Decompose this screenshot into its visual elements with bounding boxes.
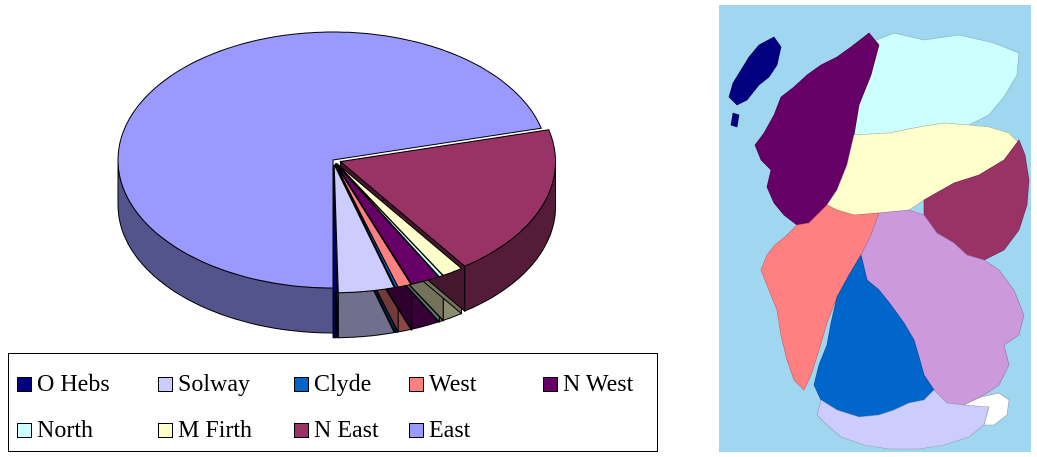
- map-region-border-area: [962, 392, 1010, 426]
- region-map-drawing: [719, 5, 1031, 452]
- pie-slice-m-firth: [336, 163, 463, 276]
- legend-label-n-east: N East: [314, 417, 379, 443]
- legend-label-west: West: [429, 371, 477, 397]
- legend-swatch-north: [17, 422, 32, 438]
- pie-slice-solway: [333, 164, 395, 294]
- legend-swatch-m-firth: [158, 422, 173, 438]
- legend-swatch-n-west: [543, 376, 558, 392]
- legend-item-m-firth: M Firth: [158, 418, 252, 442]
- legend-label-north: North: [37, 417, 93, 443]
- legend-swatch-east: [409, 422, 424, 438]
- legend-label-o-hebs: O Hebs: [37, 371, 110, 397]
- legend-swatch-clyde: [294, 376, 309, 392]
- legend-item-n-west: N West: [543, 372, 633, 396]
- legend-label-east: East: [429, 417, 471, 443]
- legend-label-clyde: Clyde: [314, 371, 372, 397]
- legend-item-clyde: Clyde: [294, 372, 371, 396]
- map-region-o-hebs-islet: [730, 112, 740, 128]
- pie-slice-west: [335, 164, 412, 288]
- pie-slice-o-hebs: [332, 164, 338, 294]
- legend-item-o-hebs: O Hebs: [17, 372, 110, 396]
- pie-slice-n-west: [335, 163, 440, 285]
- legend-item-west: West: [409, 372, 476, 396]
- map-region-o-hebs: [728, 36, 782, 106]
- pie-chart: [117, 31, 556, 339]
- legend-item-east: East: [409, 418, 470, 442]
- pie-slice-n-east: [339, 129, 556, 267]
- scotland-region-map: [719, 5, 1031, 452]
- legend-label-solway: Solway: [178, 371, 250, 397]
- pie-slice-east: [117, 31, 542, 289]
- legend-swatch-n-east: [294, 422, 309, 438]
- legend-item-n-east: N East: [294, 418, 379, 442]
- legend-item-solway: Solway: [158, 372, 250, 396]
- legend-label-m-firth: M Firth: [178, 417, 253, 443]
- legend-swatch-solway: [158, 376, 173, 392]
- legend-label-n-west: N West: [563, 371, 634, 397]
- legend-swatch-o-hebs: [17, 376, 32, 392]
- chart-legend: O Hebs Solway Clyde West N West North M …: [8, 353, 658, 452]
- legend-swatch-west: [409, 376, 424, 392]
- legend-item-north: North: [17, 418, 93, 442]
